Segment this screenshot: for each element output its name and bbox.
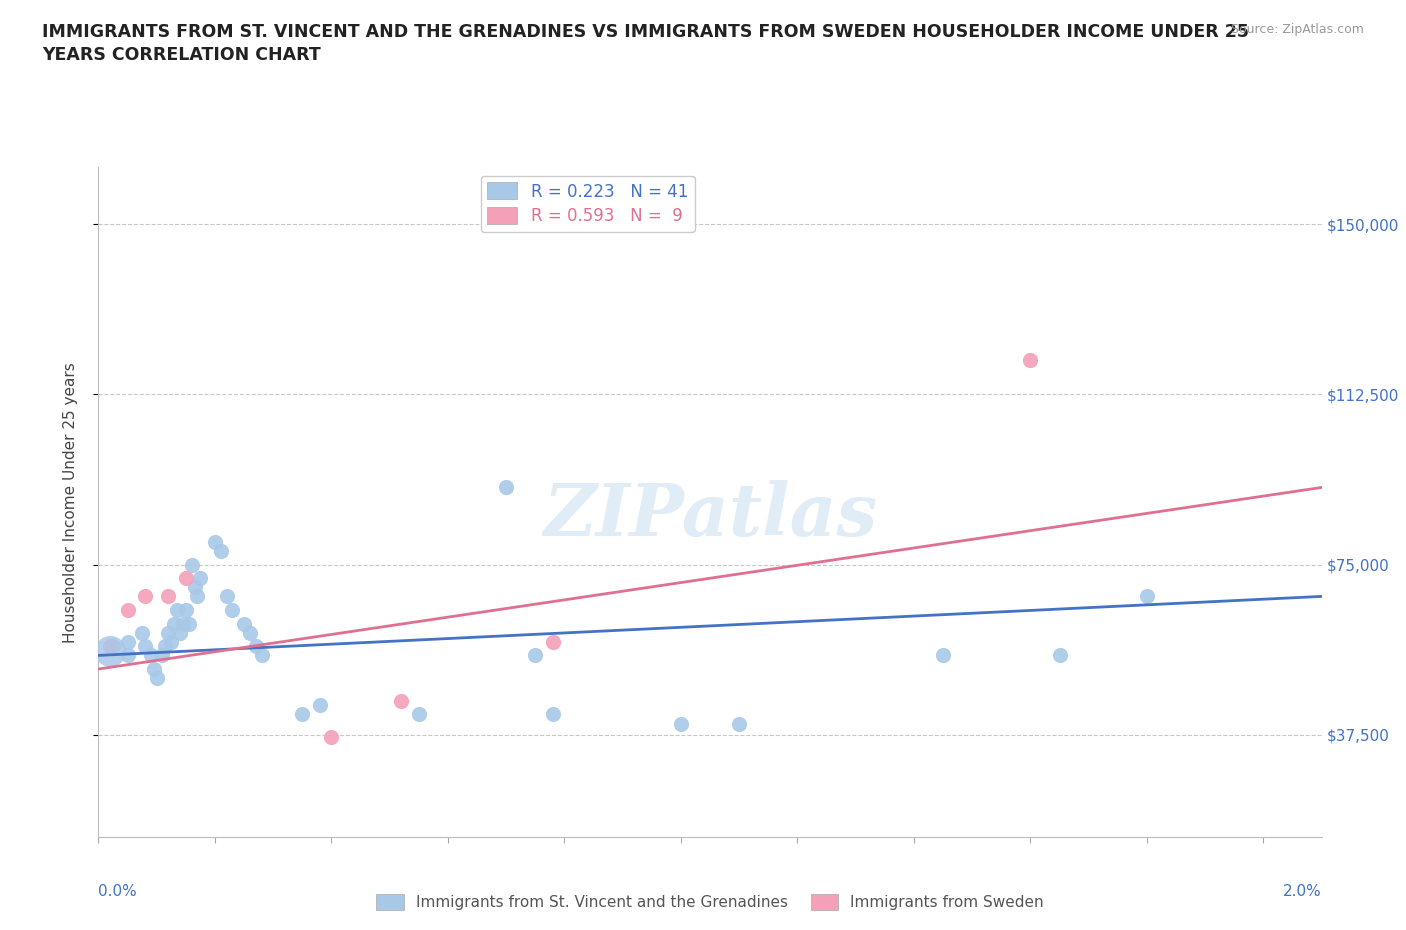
Text: ZIPatlas: ZIPatlas <box>543 480 877 551</box>
Point <box>117 634 139 649</box>
Point <box>139 648 162 663</box>
Point <box>233 617 256 631</box>
Text: Source: ZipAtlas.com: Source: ZipAtlas.com <box>1230 23 1364 36</box>
Point <box>152 648 174 663</box>
Legend: Immigrants from St. Vincent and the Grenadines, Immigrants from Sweden: Immigrants from St. Vincent and the Gren… <box>370 888 1050 916</box>
Point <box>134 639 156 654</box>
Point <box>221 603 243 618</box>
Point <box>166 603 188 618</box>
Point <box>117 648 139 663</box>
Point <box>291 707 314 722</box>
Text: YEARS CORRELATION CHART: YEARS CORRELATION CHART <box>42 46 321 64</box>
Point <box>321 730 343 745</box>
Point <box>101 639 124 654</box>
Point <box>180 557 202 572</box>
Point <box>541 707 564 722</box>
Point <box>245 639 267 654</box>
Point <box>1019 352 1042 367</box>
Point <box>174 603 197 618</box>
Point <box>131 625 153 640</box>
Point <box>188 571 212 586</box>
Point <box>239 625 262 640</box>
Point <box>1136 589 1159 604</box>
Point <box>98 639 121 654</box>
Point <box>1049 648 1071 663</box>
Point <box>204 535 226 550</box>
Point <box>183 580 205 595</box>
Point <box>163 617 186 631</box>
Point <box>157 589 180 604</box>
Point <box>157 625 180 640</box>
Text: IMMIGRANTS FROM ST. VINCENT AND THE GRENADINES VS IMMIGRANTS FROM SWEDEN HOUSEHO: IMMIGRANTS FROM ST. VINCENT AND THE GREN… <box>42 23 1249 41</box>
Point <box>177 617 200 631</box>
Point <box>142 661 165 676</box>
Point <box>209 543 232 558</box>
Point <box>408 707 430 722</box>
Point <box>308 698 330 712</box>
Point <box>169 625 191 640</box>
Point <box>495 480 517 495</box>
Point <box>98 644 121 658</box>
Point <box>669 716 692 731</box>
Point <box>172 617 194 631</box>
Point <box>541 634 564 649</box>
Text: 2.0%: 2.0% <box>1282 884 1322 899</box>
Point <box>117 603 139 618</box>
Point <box>250 648 273 663</box>
Point <box>932 648 955 663</box>
Point <box>186 589 208 604</box>
Point <box>728 716 751 731</box>
Point <box>389 694 412 709</box>
Point <box>524 648 547 663</box>
Y-axis label: Householder Income Under 25 years: Householder Income Under 25 years <box>63 362 77 643</box>
Point <box>134 589 156 604</box>
Point <box>215 589 238 604</box>
Point <box>160 634 183 649</box>
Point <box>145 671 167 685</box>
Point <box>174 571 197 586</box>
Text: 0.0%: 0.0% <box>98 884 138 899</box>
Point <box>155 639 177 654</box>
